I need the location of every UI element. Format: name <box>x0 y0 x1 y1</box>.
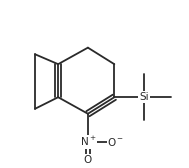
Text: N$^+$: N$^+$ <box>80 135 96 148</box>
Text: O$^-$: O$^-$ <box>108 136 125 148</box>
Text: O: O <box>84 155 92 165</box>
Text: Si: Si <box>139 92 149 102</box>
